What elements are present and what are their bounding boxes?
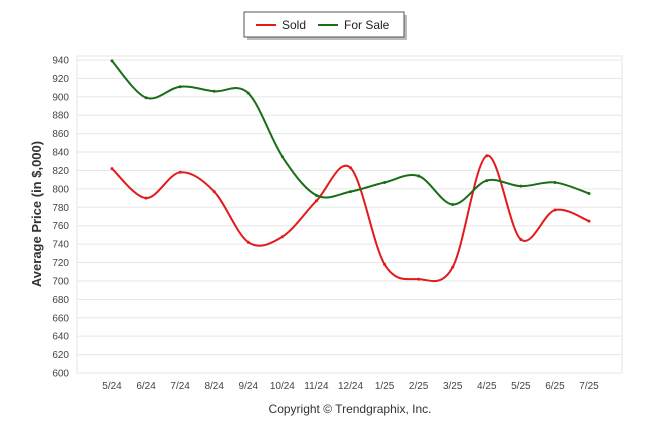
y-tick-label: 640: [52, 332, 69, 343]
x-tick-label: 6/25: [545, 381, 565, 392]
y-tick-label: 880: [52, 111, 69, 122]
data-point-for-sale: [587, 191, 591, 195]
y-tick-label: 700: [52, 276, 69, 287]
x-tick-label: 5/25: [511, 381, 531, 392]
x-tick-label: 4/25: [477, 381, 497, 392]
data-point-for-sale: [485, 179, 489, 183]
data-point-for-sale: [280, 155, 284, 159]
data-point-for-sale: [212, 89, 216, 93]
data-point-sold: [349, 166, 352, 170]
data-point-for-sale: [553, 180, 557, 184]
x-tick-label: 9/24: [239, 381, 259, 392]
data-point-sold: [280, 235, 284, 239]
data-point-for-sale: [349, 190, 352, 194]
data-point-for-sale: [144, 96, 148, 100]
data-point-sold: [144, 196, 148, 200]
y-tick-label: 940: [52, 56, 69, 67]
legend: Sold For Sale: [243, 11, 407, 40]
data-point-sold: [417, 277, 421, 281]
data-point-sold: [383, 262, 387, 266]
data-point-sold: [110, 167, 114, 171]
data-point-for-sale: [519, 184, 523, 188]
y-tick-label: 860: [52, 129, 69, 140]
legend-label-sold: Sold: [282, 18, 306, 32]
series-line-for-sale: [111, 60, 590, 206]
y-tick-label: 720: [52, 258, 69, 269]
data-point-sold: [519, 238, 523, 242]
x-tick-label: 12/24: [338, 381, 363, 392]
x-tick-label: 10/24: [270, 381, 295, 392]
data-point-sold: [485, 154, 489, 158]
data-point-sold: [314, 199, 318, 203]
x-tick-label: 11/24: [304, 381, 329, 392]
plot-frame: [76, 55, 623, 374]
x-tick-label: 2/25: [409, 381, 429, 392]
y-tick-label: 740: [52, 240, 69, 251]
y-axis-label: Average Price (in $,000): [29, 141, 44, 287]
data-point-sold: [212, 190, 216, 194]
data-point-for-sale: [246, 91, 250, 95]
x-tick-label: 1/25: [375, 381, 395, 392]
data-point-sold: [246, 240, 250, 244]
data-point-for-sale: [383, 180, 387, 184]
data-point-for-sale: [417, 174, 421, 178]
data-point-for-sale: [178, 85, 182, 89]
data-point-for-sale: [451, 203, 455, 207]
gridlines: [76, 55, 623, 374]
data-point-for-sale: [110, 59, 114, 63]
y-tick-label: 820: [52, 166, 69, 177]
x-tick-label: 7/25: [579, 381, 599, 392]
data-point-sold: [553, 208, 557, 212]
copyright-text: Copyright © Trendgraphix, Inc.: [269, 402, 432, 416]
y-tick-label: 840: [52, 148, 69, 159]
series-line-sold: [111, 154, 590, 282]
legend-label-for-sale: For Sale: [344, 18, 390, 32]
x-tick-label: 3/25: [443, 381, 463, 392]
y-tick-label: 780: [52, 203, 69, 214]
x-tick-label: 6/24: [136, 381, 156, 392]
y-tick-label: 620: [52, 350, 69, 361]
x-tick-label: 7/24: [170, 381, 190, 392]
y-tick-label: 800: [52, 184, 69, 195]
data-point-sold: [178, 170, 182, 174]
data-point-sold: [451, 265, 455, 269]
y-tick-label: 920: [52, 74, 69, 85]
series-lines: [110, 59, 591, 282]
x-tick-label: 5/24: [102, 381, 122, 392]
y-tick-label: 900: [52, 92, 69, 103]
y-axis-ticks: 600 620 640 660 680 700 720 740 760 780 800 820 840 8…: [52, 56, 69, 380]
data-point-for-sale: [314, 193, 318, 197]
y-tick-label: 600: [52, 369, 69, 380]
y-tick-label: 680: [52, 295, 69, 306]
x-axis-ticks: 5/24 6/24 7/24 8/24 9/24 10/24 11/24 12/24 1/25 2…: [102, 381, 599, 392]
y-tick-label: 660: [52, 313, 69, 324]
data-point-sold: [587, 219, 591, 223]
y-tick-label: 760: [52, 221, 69, 232]
x-tick-label: 8/24: [204, 381, 224, 392]
